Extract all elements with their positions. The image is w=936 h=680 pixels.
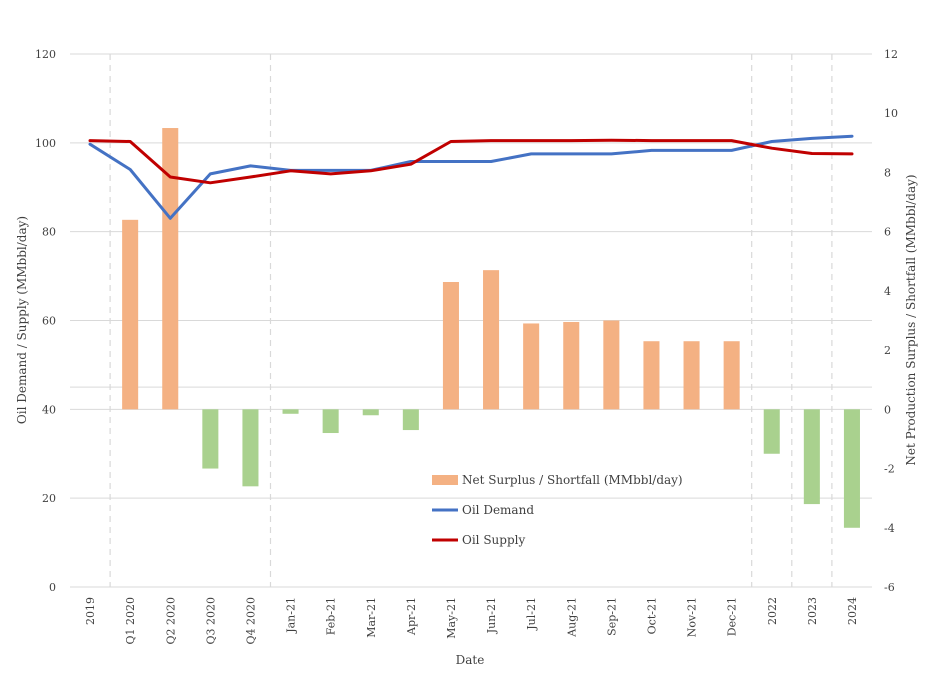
x-tick-label: Oct-21 xyxy=(645,597,658,634)
net-bar xyxy=(523,323,540,410)
oil-supply-line xyxy=(88,138,854,185)
net-bar xyxy=(202,409,219,469)
legend-label-supply: Oil Supply xyxy=(462,533,525,547)
x-tick-label: Q1 2020 xyxy=(124,597,137,645)
bar-series xyxy=(122,128,860,528)
net-bar xyxy=(723,341,740,410)
x-tick-label: May-21 xyxy=(445,597,458,639)
net-bar xyxy=(282,409,299,414)
legend-swatch-net xyxy=(432,475,458,485)
net-bar xyxy=(843,409,860,528)
right-tick-label: -4 xyxy=(884,522,895,535)
left-tick-label: 20 xyxy=(42,492,56,505)
net-bar xyxy=(683,341,700,410)
right-tick-label: -6 xyxy=(884,581,895,594)
y-axis-title-left: Oil Demand / Supply (MMbbl/day) xyxy=(15,216,29,424)
x-tick-label: Mar-21 xyxy=(365,597,378,638)
left-tick-label: 60 xyxy=(42,315,56,328)
right-tick-label: 6 xyxy=(884,226,891,239)
right-tick-label: 8 xyxy=(884,166,891,179)
x-tick-label: Q3 2020 xyxy=(204,597,217,645)
net-bar xyxy=(563,321,580,410)
right-tick-label: 12 xyxy=(884,48,898,61)
net-bar xyxy=(122,219,139,410)
x-axis-ticks: 2019 Q1 2020 Q2 2020 Q3 2020 Q4 2020 Jan-21 Fe… xyxy=(84,597,859,645)
net-bar xyxy=(402,409,419,431)
legend-label-demand: Oil Demand xyxy=(462,503,534,517)
net-bar xyxy=(603,320,620,410)
period-dividers xyxy=(109,54,833,587)
net-bar xyxy=(763,409,780,454)
net-bar xyxy=(643,341,660,410)
x-tick-label: Sep-21 xyxy=(605,597,618,636)
oil-demand-line xyxy=(88,134,854,220)
x-tick-label: Jul-21 xyxy=(525,597,538,631)
x-tick-label: 2023 xyxy=(806,597,819,625)
legend-label-net: Net Surplus / Shortfall (MMbbl/day) xyxy=(462,473,683,487)
left-tick-label: 0 xyxy=(49,581,56,594)
x-tick-label: Aug-21 xyxy=(565,597,578,638)
left-axis-ticks: 0 20 40 60 80 100 120 xyxy=(35,48,56,594)
right-axis-ticks: -6 -4 -2 0 2 4 6 8 10 12 xyxy=(884,48,898,594)
x-tick-label: 2019 xyxy=(84,597,97,625)
right-tick-label: 10 xyxy=(884,107,898,120)
x-tick-label: Apr-21 xyxy=(405,597,418,636)
y-axis-title-right: Net Production Surplus / Shortfall (MMbb… xyxy=(904,174,918,465)
left-tick-label: 80 xyxy=(42,226,56,239)
x-tick-label: 2024 xyxy=(846,597,859,625)
left-tick-label: 100 xyxy=(35,137,56,150)
x-tick-label: Jan-21 xyxy=(285,597,298,634)
right-tick-label: -2 xyxy=(884,463,895,476)
x-tick-label: Q2 2020 xyxy=(164,597,177,645)
net-bar xyxy=(803,409,820,505)
net-bar xyxy=(442,282,459,410)
legend: Net Surplus / Shortfall (MMbbl/day) Oil … xyxy=(432,473,683,547)
right-tick-label: 2 xyxy=(884,344,891,357)
x-axis-title: Date xyxy=(456,653,485,667)
net-bar xyxy=(242,409,259,487)
x-tick-label: Dec-21 xyxy=(726,597,739,636)
x-tick-label: Nov-21 xyxy=(686,597,699,637)
net-bar xyxy=(322,409,339,434)
x-tick-label: Jun-21 xyxy=(485,597,498,634)
x-tick-label: Feb-21 xyxy=(325,597,338,635)
right-tick-label: 4 xyxy=(884,285,891,298)
x-tick-label: 2022 xyxy=(766,597,779,625)
line-series xyxy=(88,134,854,220)
left-tick-label: 120 xyxy=(35,48,56,61)
right-tick-label: 0 xyxy=(884,403,891,416)
x-tick-label: Q4 2020 xyxy=(244,597,257,645)
net-bar xyxy=(483,270,500,410)
net-bar xyxy=(362,409,379,416)
net-bar xyxy=(162,128,179,410)
left-tick-label: 40 xyxy=(42,403,56,416)
